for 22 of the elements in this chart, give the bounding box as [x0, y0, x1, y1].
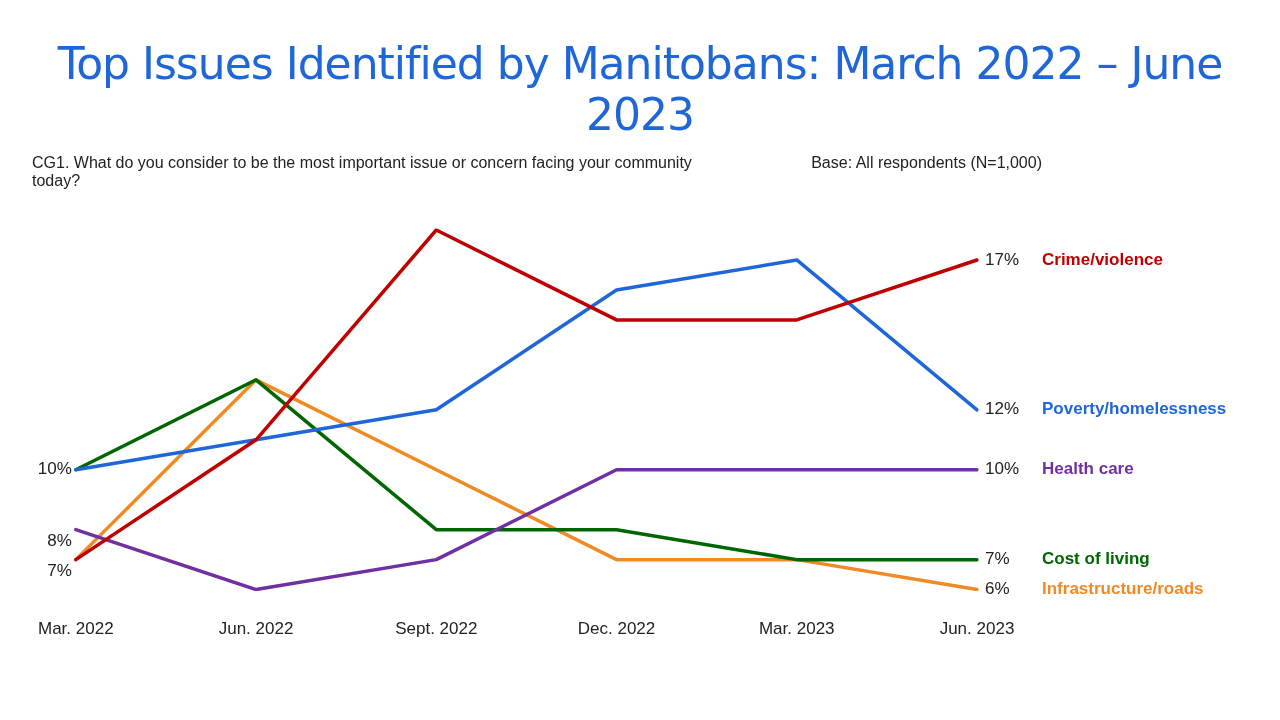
text: Poverty/homelessness: [1042, 399, 1227, 419]
data-label: 7%: [985, 549, 1010, 569]
x-tick-label: Dec. 2022: [577, 619, 656, 639]
data-label: 17%: [985, 249, 1020, 269]
x-tick-label: Mar. 2023: [758, 619, 835, 639]
x-tick-label: Mar. 2022: [38, 619, 114, 639]
data-label: 8%: [47, 531, 72, 551]
x-tick-label: Jun. 2023: [939, 619, 1015, 639]
data-label: 12%: [985, 399, 1020, 419]
data-label: 10%: [985, 459, 1020, 479]
data-label: 7%: [47, 561, 72, 581]
text: Infrastructure/roads: [1042, 579, 1204, 599]
chart-subtitle: CG1. What do you consider to be the most important issue or concern facing your community today?: [32, 154, 693, 190]
chart-title: Top Issues Identified by Manitobans: March 2022 – June 2023: [56, 37, 1224, 140]
data-label: 10%: [37, 459, 72, 479]
x-tick-label: Jun. 2022: [218, 619, 294, 639]
data-label: 6%: [985, 579, 1010, 599]
text: Health care: [1042, 459, 1134, 479]
text: Cost of living: [1042, 549, 1150, 569]
x-tick-label: Sept. 2022: [395, 619, 478, 639]
text: Crime/violence: [1042, 249, 1163, 269]
text: Base: All respondents (N=1,000): [811, 154, 1042, 172]
